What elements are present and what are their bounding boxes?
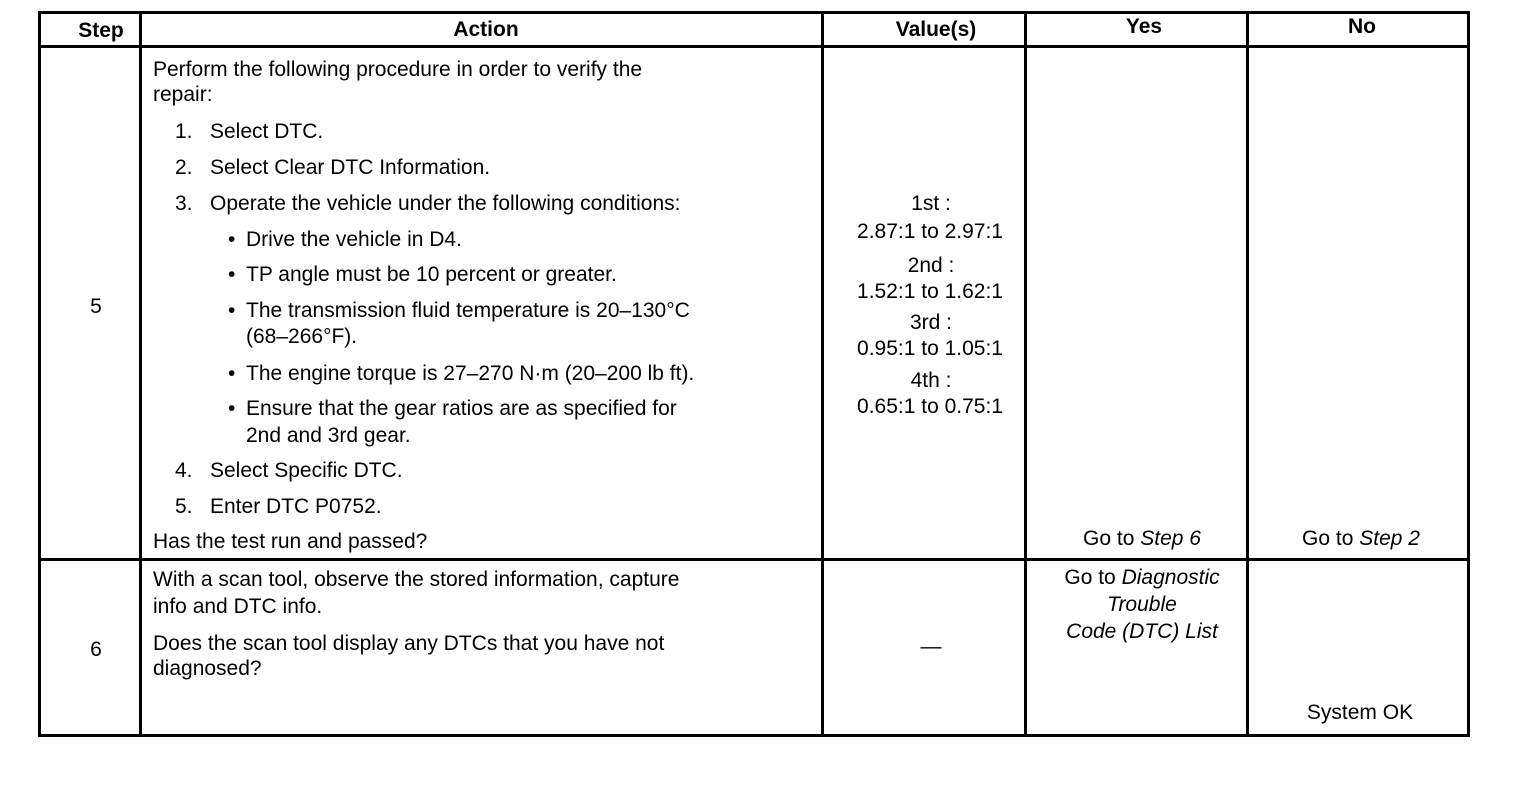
step-number: 5	[90, 295, 102, 318]
header-no: No	[1348, 15, 1376, 38]
list-number: 3.	[175, 192, 193, 215]
question-text: diagnosed?	[153, 657, 262, 680]
gear-ratio: 0.95:1 to 1.05:1	[857, 337, 1003, 360]
list-number: 2.	[175, 156, 193, 179]
header-step: Step	[78, 19, 124, 42]
header-divider	[38, 45, 1470, 48]
no-goto[interactable]: Go to Step 2	[1302, 527, 1420, 551]
dtc-list-link[interactable]: Trouble	[1107, 593, 1177, 616]
header-action: Action	[453, 18, 519, 41]
gear-ratio: 0.65:1 to 0.75:1	[857, 395, 1003, 418]
goto-prefix: Go to	[1083, 527, 1135, 550]
gear-ratio: 1.52:1 to 1.62:1	[857, 280, 1003, 303]
bullet-item: Ensure that the gear ratios are as speci…	[246, 397, 677, 420]
action-text: Perform the following procedure in order…	[153, 58, 643, 81]
action-text: repair:	[153, 83, 213, 106]
action-text: info and DTC info.	[153, 595, 323, 618]
gear-label: 2nd :	[907, 254, 955, 277]
gear-label: 1st :	[911, 192, 951, 215]
yes-goto[interactable]: Go to Step 6	[1083, 527, 1201, 551]
list-number: 5.	[175, 495, 193, 518]
list-number: 4.	[175, 459, 193, 482]
column-divider	[1467, 11, 1470, 737]
bullet-icon: •	[228, 397, 236, 420]
yes-goto[interactable]: Go to Diagnostic	[1064, 566, 1219, 590]
question-text: Does the scan tool display any DTCs that…	[153, 632, 665, 655]
column-divider	[1024, 11, 1027, 737]
column-divider	[139, 11, 142, 737]
step-number: 6	[90, 638, 102, 661]
no-result: System OK	[1306, 701, 1414, 724]
value-dash: —	[920, 635, 942, 658]
bullet-item: Drive the vehicle in D4.	[246, 228, 462, 251]
bullet-item: The engine torque is 27–270 N·m (20–200 …	[246, 362, 695, 385]
list-number: 1.	[175, 120, 193, 143]
row-divider	[38, 558, 1470, 561]
column-divider	[821, 11, 824, 737]
gear-label: 3rd :	[909, 311, 953, 334]
bullet-icon: •	[228, 299, 236, 322]
step-link[interactable]: Step 6	[1140, 527, 1201, 550]
column-divider	[38, 11, 41, 737]
list-item: Select Clear DTC Information.	[210, 156, 491, 179]
question-text: Has the test run and passed?	[153, 530, 428, 553]
bullet-icon: •	[228, 362, 236, 385]
list-item: Select Specific DTC.	[210, 459, 403, 482]
step-link[interactable]: Step 2	[1359, 527, 1420, 550]
bullet-item: 2nd and 3rd gear.	[246, 424, 411, 447]
list-item: Select DTC.	[210, 120, 324, 143]
bullet-icon: •	[228, 263, 236, 286]
dtc-list-link[interactable]: Diagnostic	[1121, 566, 1220, 589]
list-item: Operate the vehicle under the following …	[210, 192, 681, 215]
goto-prefix: Go to	[1064, 566, 1116, 589]
action-text: With a scan tool, observe the stored inf…	[153, 568, 680, 591]
header-values: Value(s)	[895, 18, 977, 41]
dtc-list-link[interactable]: Code (DTC) List	[1066, 620, 1218, 643]
gear-label: 4th :	[910, 369, 952, 392]
gear-ratio: 2.87:1 to 2.97:1	[857, 220, 1003, 243]
bullet-item: The transmission fluid temperature is 20…	[246, 299, 690, 322]
header-yes: Yes	[1125, 15, 1163, 38]
bullet-item: TP angle must be 10 percent or greater.	[246, 263, 617, 286]
table-border-top	[38, 11, 1470, 14]
table-border-bottom	[38, 734, 1470, 737]
list-item: Enter DTC P0752.	[210, 495, 382, 518]
column-divider	[1246, 11, 1249, 737]
bullet-icon: •	[228, 228, 236, 251]
bullet-item: (68–266°F).	[246, 325, 358, 348]
goto-prefix: Go to	[1302, 527, 1354, 550]
